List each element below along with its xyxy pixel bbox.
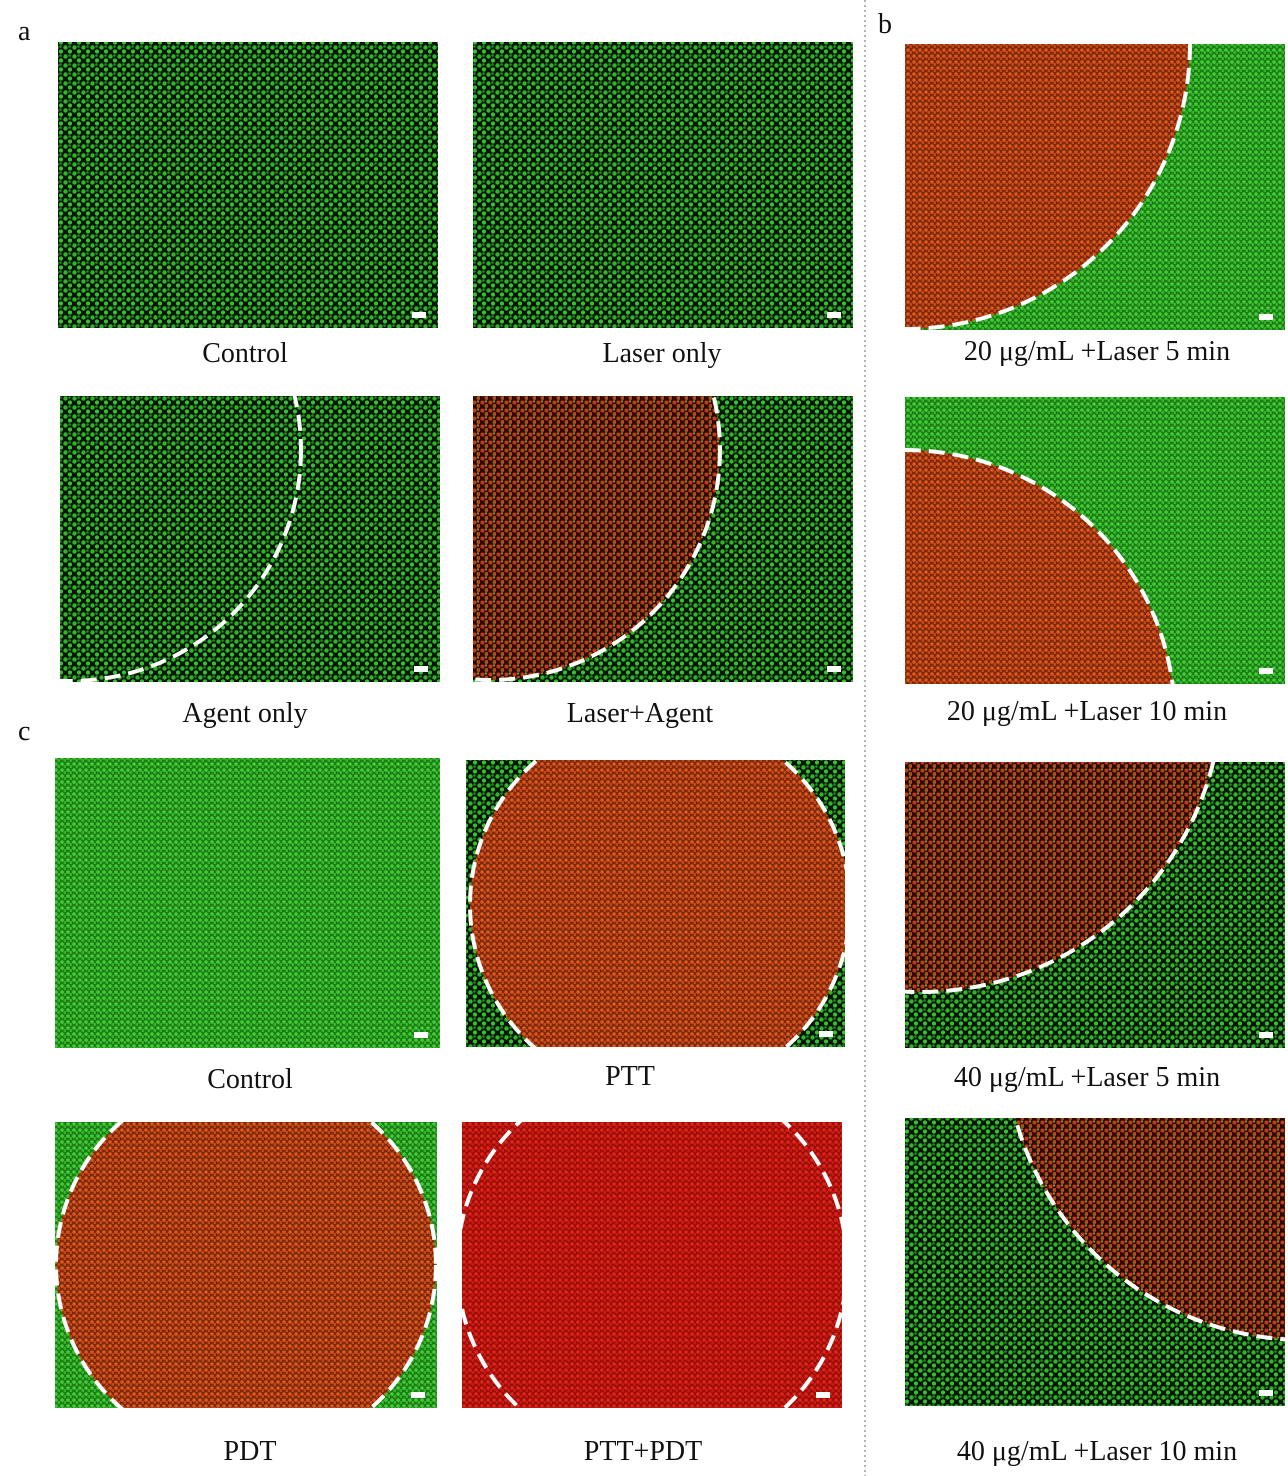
- caption: Agent only: [182, 698, 307, 729]
- micrograph-content: [457, 1070, 847, 1460]
- micrograph-content: [466, 715, 850, 1095]
- micrograph: [55, 758, 440, 1048]
- caption: Laser+Agent: [567, 698, 714, 729]
- caption: Control: [207, 1064, 293, 1095]
- caption: Laser only: [603, 338, 722, 369]
- caption: PTT: [605, 1061, 655, 1092]
- scale-bar: [816, 1392, 830, 1398]
- scale-bar: [827, 312, 841, 318]
- micrograph: [457, 1070, 847, 1460]
- scale-bar: [1259, 1390, 1273, 1396]
- page: a b c Control Laser only Agent only Laser+Agen…: [0, 0, 1288, 1476]
- figure: a b c Control Laser only Agent only Laser+Agen…: [0, 0, 1288, 1476]
- scale-bar: [1259, 1032, 1273, 1038]
- scale-bar: [827, 666, 841, 672]
- panel-label: c: [18, 716, 30, 747]
- panel-label: b: [878, 9, 892, 40]
- scale-bar: [1259, 314, 1273, 320]
- panel-label: a: [18, 16, 31, 47]
- image-bg: [473, 42, 853, 328]
- scale-bar: [1259, 668, 1273, 674]
- micrograph: [466, 715, 850, 1095]
- micrograph: [58, 42, 438, 328]
- micrograph-content: [55, 758, 440, 1048]
- image-bg: [55, 758, 440, 1048]
- caption: PTT+PDT: [584, 1436, 702, 1467]
- caption: 40 μg/mL +Laser 5 min: [954, 1062, 1220, 1093]
- image-bg: [60, 396, 440, 682]
- scale-bar: [414, 666, 428, 672]
- micrograph-content: [55, 1075, 437, 1455]
- image-bg: [462, 1122, 842, 1408]
- micrograph-content: [58, 42, 438, 328]
- caption: 20 μg/mL +Laser 10 min: [947, 696, 1227, 727]
- image-bg: [58, 42, 438, 328]
- scale-bar: [819, 1031, 833, 1037]
- caption: 40 μg/mL +Laser 10 min: [957, 1436, 1237, 1467]
- treated-area: [470, 715, 850, 1095]
- caption: PDT: [224, 1436, 277, 1467]
- caption: Control: [202, 338, 288, 369]
- treated-area: [56, 1075, 436, 1455]
- caption: 20 μg/mL +Laser 5 min: [964, 336, 1230, 367]
- scale-bar: [411, 1392, 425, 1398]
- micrograph-content: [473, 42, 853, 328]
- micrograph: [55, 1075, 437, 1455]
- scale-bar: [414, 1032, 428, 1038]
- scale-bar: [412, 312, 426, 318]
- micrograph: [473, 42, 853, 328]
